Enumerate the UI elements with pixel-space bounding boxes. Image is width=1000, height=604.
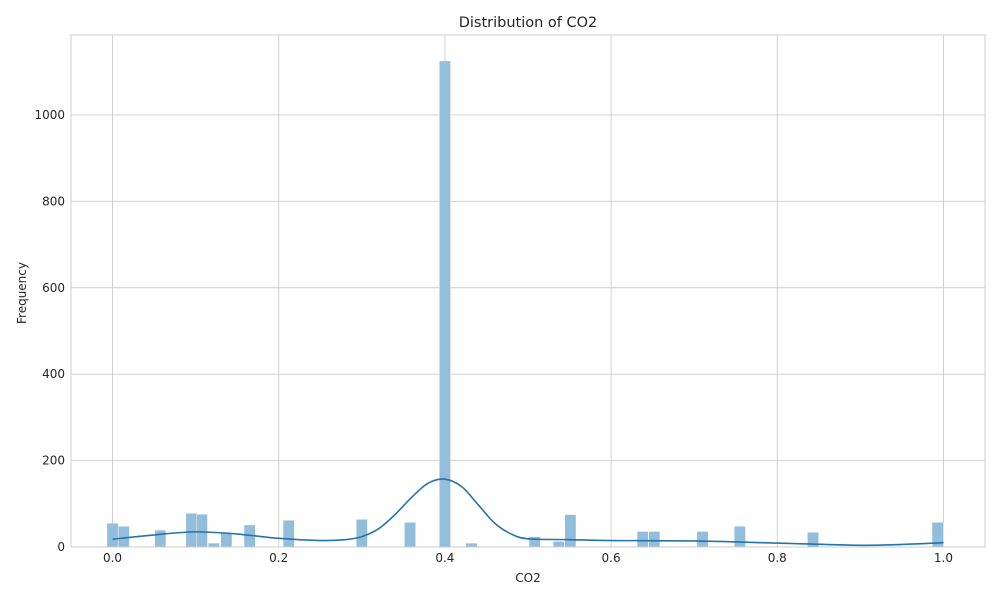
histogram-bar	[196, 513, 208, 548]
x-tick-label: 0.8	[768, 551, 787, 565]
x-tick-label: 0.6	[602, 551, 621, 565]
x-tick-label: 0.4	[435, 551, 454, 565]
histogram-bar	[282, 520, 295, 548]
y-tick-label: 400	[42, 367, 65, 381]
histogram-bar	[439, 60, 451, 548]
histogram-bar	[356, 519, 368, 548]
histogram-bars	[106, 60, 944, 548]
histogram-bar	[117, 526, 130, 548]
histogram-bar	[696, 531, 709, 548]
x-tick-label: 0.2	[269, 551, 288, 565]
y-tick-label: 600	[42, 281, 65, 295]
histogram-bar	[208, 542, 220, 548]
histogram-bar	[528, 536, 541, 548]
y-tick-label: 1000	[34, 108, 65, 122]
kde-line	[112, 478, 944, 547]
x-tick-label: 1.0	[934, 551, 953, 565]
y-axis-label: Frequency	[15, 262, 29, 324]
histogram-bar	[154, 529, 167, 548]
x-tick-label: 0.0	[103, 551, 122, 565]
histogram-bar	[552, 541, 565, 548]
histogram-bar	[648, 531, 661, 548]
histogram-bar	[564, 514, 577, 548]
histogram-bar	[465, 542, 478, 548]
histogram-bar	[106, 523, 119, 548]
y-tick-label: 200	[42, 454, 65, 468]
plot-frame	[70, 34, 986, 548]
x-axis-label: CO2	[515, 571, 540, 585]
chart-title: Distribution of CO2	[459, 15, 598, 31]
histogram-bar	[734, 526, 746, 548]
grid-lines	[71, 35, 985, 548]
histogram-bar	[404, 522, 416, 548]
y-tick-label: 800	[42, 194, 65, 208]
histogram-bar	[185, 513, 198, 548]
histogram-bar	[220, 532, 233, 548]
y-tick-label: 0	[57, 540, 65, 554]
histogram-bar	[636, 531, 649, 548]
